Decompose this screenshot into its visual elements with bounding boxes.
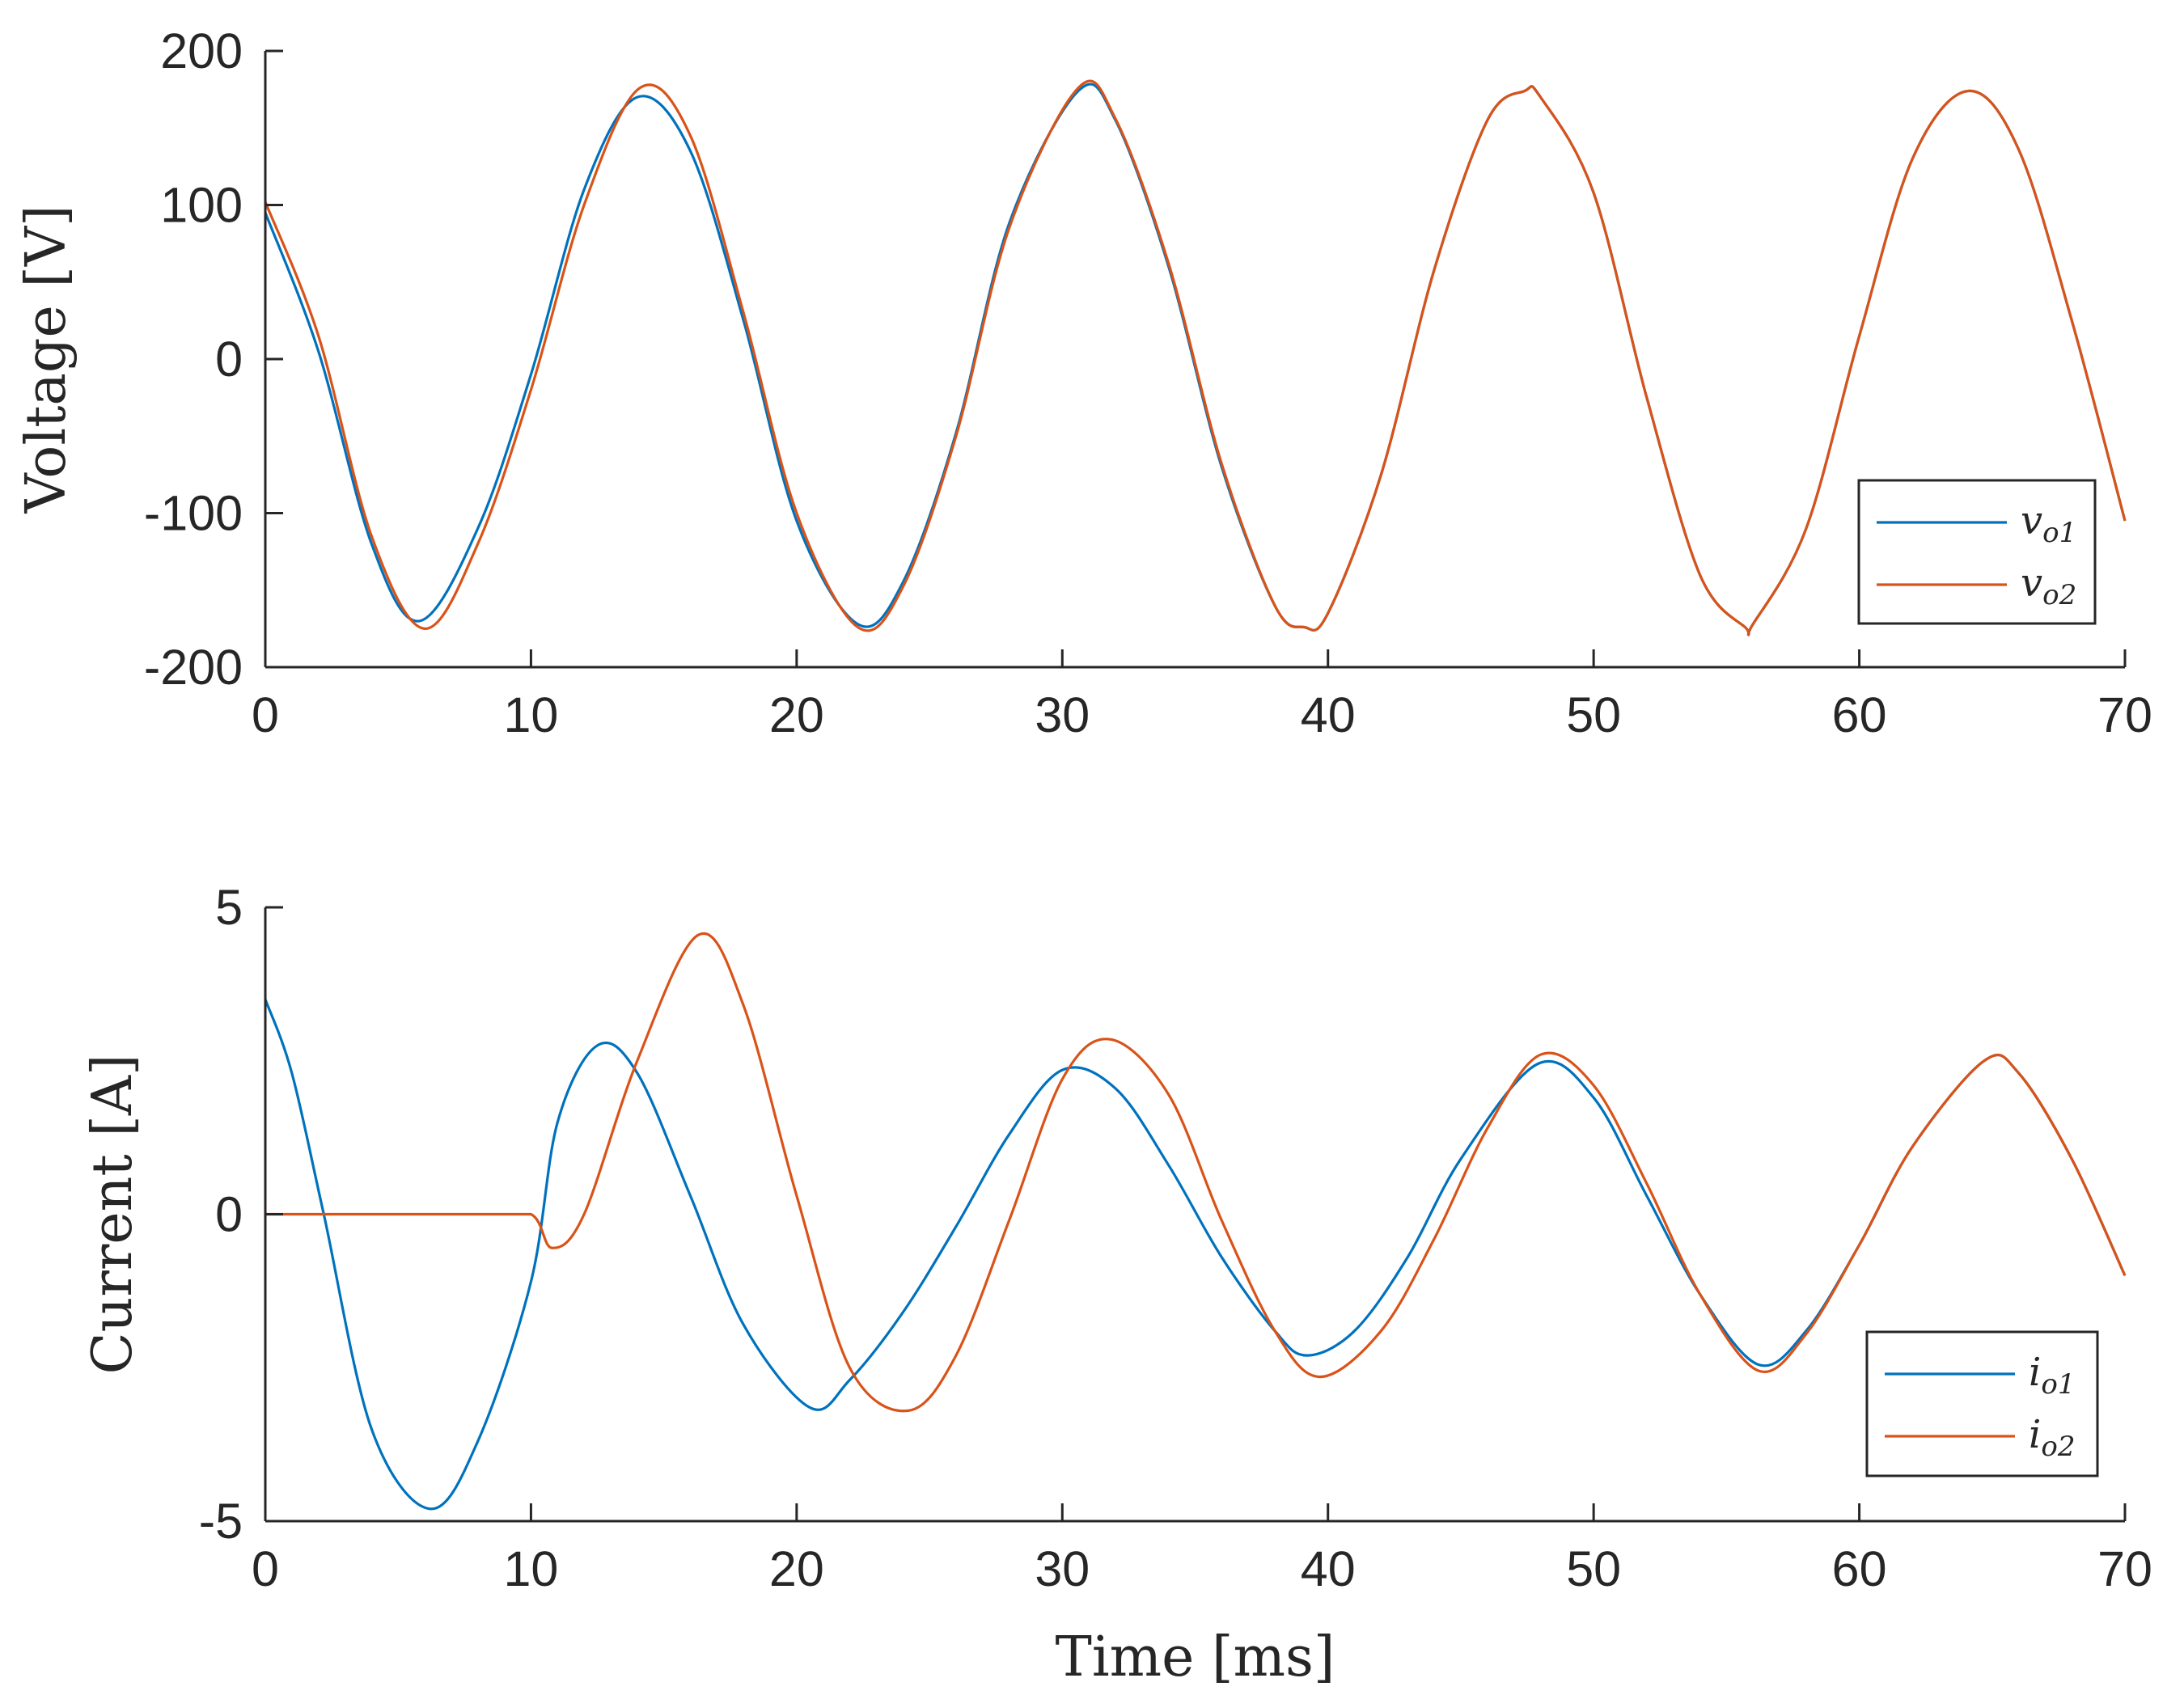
voltage-y-tick-label: 100 [160,178,243,233]
current-legend-entry: io2 [2029,1412,2075,1463]
current-x-tick-label: 50 [1566,1541,1621,1596]
voltage-x-tick-label: 70 [2097,687,2152,742]
current-x-tick-label: 60 [1832,1541,1887,1596]
current-x-tick-label: 10 [503,1541,558,1596]
voltage-x-tick-label: 10 [503,687,558,742]
current-legend-box [1865,1330,2099,1477]
voltage-y-tick-label: 0 [215,332,243,387]
current-x-tick-label: 30 [1035,1541,1090,1596]
voltage-y-tick-label: -200 [144,640,243,695]
voltage-legend-entry: vo2 [2021,560,2076,611]
current-y-tick-label: -5 [199,1494,243,1549]
voltage-panel: 0 10 20 30 40 50 60 70 -200 -100 0 100 200 Voltage [V… [15,23,2152,742]
voltage-x-tick-label: 60 [1832,687,1887,742]
voltage-series-vo2-line [264,79,2127,636]
current-x-tick-label: 70 [2097,1541,2152,1596]
current-x-tick-label: 40 [1301,1541,1356,1596]
voltage-y-tick-label: 200 [160,23,243,78]
voltage-x-tick-label: 30 [1035,687,1090,742]
current-y-tick-label: 0 [215,1187,243,1242]
voltage-y-axis-label: Voltage [V] [15,205,78,514]
current-x-tick-label: 20 [769,1541,824,1596]
voltage-legend-entry: vo1 [2021,498,2076,549]
current-series-io2-line [265,932,2127,1413]
current-x-tick-label: 0 [252,1541,279,1596]
voltage-x-tick-label: 0 [252,687,279,742]
voltage-x-tick-label: 50 [1566,687,1621,742]
x-axis-label: Time [ms] [1056,1625,1335,1689]
current-y-tick-label: 5 [215,880,243,935]
voltage-x-tick-label: 20 [769,687,824,742]
current-series-io1-line [264,999,2127,1511]
voltage-x-tick-label: 40 [1301,687,1356,742]
current-legend-entry: io1 [2029,1350,2075,1401]
voltage-legend-box [1857,479,2097,625]
voltage-y-tick-label: -100 [144,486,243,541]
current-y-axis-label: Current [A] [81,1055,145,1375]
